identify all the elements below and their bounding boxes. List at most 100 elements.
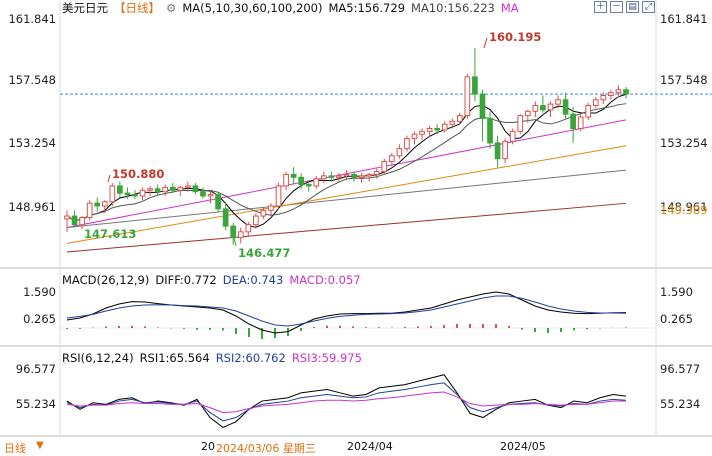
candle-up bbox=[86, 202, 93, 219]
candle-down bbox=[290, 173, 297, 178]
candle-down bbox=[169, 186, 176, 191]
settings-gear-icon[interactable]: ⚙ bbox=[166, 1, 177, 15]
candle-up bbox=[502, 140, 508, 160]
macd-left-tick: 1.590 bbox=[23, 285, 56, 299]
period-tab-chevron-icon[interactable]: ▼ bbox=[36, 440, 44, 451]
candle-down bbox=[200, 191, 206, 197]
date-tooltip: 2024/03/06 星期三 bbox=[216, 442, 316, 455]
rsi-header: RSI(6,12,24) RSI1:65.564 RSI2:60.762 RSI3:5… bbox=[62, 351, 368, 365]
ma-params[interactable]: MA(5,10,30,60,100,200) bbox=[182, 1, 323, 15]
macd-left-tick: 0.265 bbox=[23, 312, 56, 326]
rsi3-value: RSI3:59.975 bbox=[291, 351, 362, 365]
candle-up bbox=[547, 103, 554, 111]
candle-up bbox=[177, 186, 184, 191]
main-left-tick: 157.548 bbox=[8, 73, 56, 87]
candle-up bbox=[268, 205, 274, 211]
macd-panel bbox=[60, 291, 656, 339]
candle-up bbox=[396, 148, 403, 157]
candle-up bbox=[388, 155, 395, 163]
bar-type-icon[interactable]: ▤ bbox=[626, 1, 639, 13]
candle-down bbox=[540, 105, 546, 111]
period-badge[interactable]: 【日线】 bbox=[114, 1, 160, 15]
candle-up bbox=[320, 175, 327, 180]
candle-down bbox=[562, 99, 569, 115]
candle-down bbox=[472, 76, 478, 95]
candle-up bbox=[139, 189, 146, 197]
candle-up bbox=[585, 105, 592, 118]
rsi-right-tick: 55.234 bbox=[660, 397, 700, 411]
rsi-params[interactable]: RSI(6,12,24) bbox=[62, 351, 134, 365]
candle-down bbox=[154, 188, 161, 193]
fullscreen-icon[interactable]: ⤢ bbox=[642, 1, 655, 13]
ma10-value: MA10:156.223 bbox=[411, 1, 495, 15]
macd-value: MACD:0.057 bbox=[289, 273, 361, 287]
candle-up bbox=[592, 99, 599, 107]
main-header: 美元日元 【日线】 ⚙ MA(5,10,30,60,100,200) MA5:156.7… bbox=[62, 1, 525, 15]
macd-dea: DEA:0.743 bbox=[222, 273, 284, 287]
candle-up bbox=[79, 217, 85, 226]
candle-up bbox=[185, 185, 191, 188]
period-tab[interactable]: 日线 bbox=[4, 442, 26, 455]
candle-up bbox=[162, 186, 169, 193]
candle-down bbox=[487, 117, 493, 144]
candle-up bbox=[411, 133, 418, 140]
macd-right-tick: 0.265 bbox=[660, 312, 693, 326]
candle-down bbox=[222, 208, 229, 227]
rsi-right-tick: 96.577 bbox=[660, 362, 700, 376]
candle-up bbox=[275, 185, 282, 207]
candle-up bbox=[608, 92, 614, 97]
candle-down bbox=[132, 194, 138, 197]
main-right-tick: 161.841 bbox=[660, 12, 708, 26]
candle-down bbox=[94, 202, 101, 207]
candle-down bbox=[351, 173, 357, 178]
candle-up bbox=[600, 95, 607, 101]
candle-up bbox=[456, 115, 463, 122]
candle-up bbox=[109, 185, 116, 203]
macd-diff-line bbox=[66, 291, 627, 334]
ma60-line bbox=[66, 145, 627, 244]
high-annotation: 160.195 bbox=[489, 30, 541, 44]
low-pointer bbox=[233, 237, 237, 247]
rsi-left-tick: 96.577 bbox=[16, 362, 56, 376]
candle-up bbox=[577, 116, 584, 130]
candle-up bbox=[373, 171, 380, 175]
candle-down bbox=[570, 113, 576, 130]
zoom-out-icon[interactable]: － bbox=[610, 1, 623, 13]
rsi2-line bbox=[66, 382, 627, 422]
candle-up bbox=[260, 209, 267, 217]
rsi3-line bbox=[66, 391, 626, 414]
candle-down bbox=[230, 225, 237, 239]
candle-up bbox=[245, 224, 252, 233]
zoom-in-icon[interactable]: ＋ bbox=[594, 1, 607, 13]
candle-up bbox=[358, 175, 365, 178]
macd-diff: DIFF:0.772 bbox=[155, 273, 217, 287]
candle-up bbox=[615, 89, 622, 94]
candle-down bbox=[479, 93, 486, 119]
symbol-title: 美元日元 bbox=[62, 1, 108, 15]
ma5-value: MA5:156.729 bbox=[328, 1, 406, 15]
candle-up bbox=[366, 173, 373, 177]
high-pointer bbox=[483, 37, 488, 49]
macd-params[interactable]: MACD(26,12,9) bbox=[62, 273, 150, 287]
candle-up bbox=[336, 175, 342, 178]
axis-labels: 161.841 161.841 157.548 157.548 153.254 153.2… bbox=[8, 12, 707, 411]
candle-up bbox=[237, 231, 244, 239]
candle-down bbox=[494, 142, 501, 160]
rsi2-value: RSI2:60.762 bbox=[215, 351, 286, 365]
candle-up bbox=[441, 123, 448, 131]
candlestick-panel: 160.195 150.880 147.613 146.477 bbox=[60, 30, 712, 260]
candle-up bbox=[283, 173, 289, 187]
candle-up bbox=[532, 105, 539, 112]
candle-down bbox=[215, 194, 221, 210]
main-right-tick: 153.254 bbox=[660, 136, 708, 150]
rsi1-line bbox=[66, 374, 627, 428]
x-tick-april: 2024/04 bbox=[347, 440, 393, 453]
ma200-line bbox=[66, 202, 627, 253]
ma100-line bbox=[66, 169, 627, 229]
ma-more: MA bbox=[500, 1, 519, 15]
x-tick-may: 2024/05 bbox=[500, 440, 546, 453]
low-annotation: 146.477 bbox=[238, 246, 290, 260]
macd-header: MACD(26,12,9) DIFF:0.772 DEA:0.743 MACD:0.0… bbox=[62, 273, 367, 287]
rsi-left-tick: 55.234 bbox=[16, 397, 56, 411]
candle-up bbox=[313, 178, 320, 187]
